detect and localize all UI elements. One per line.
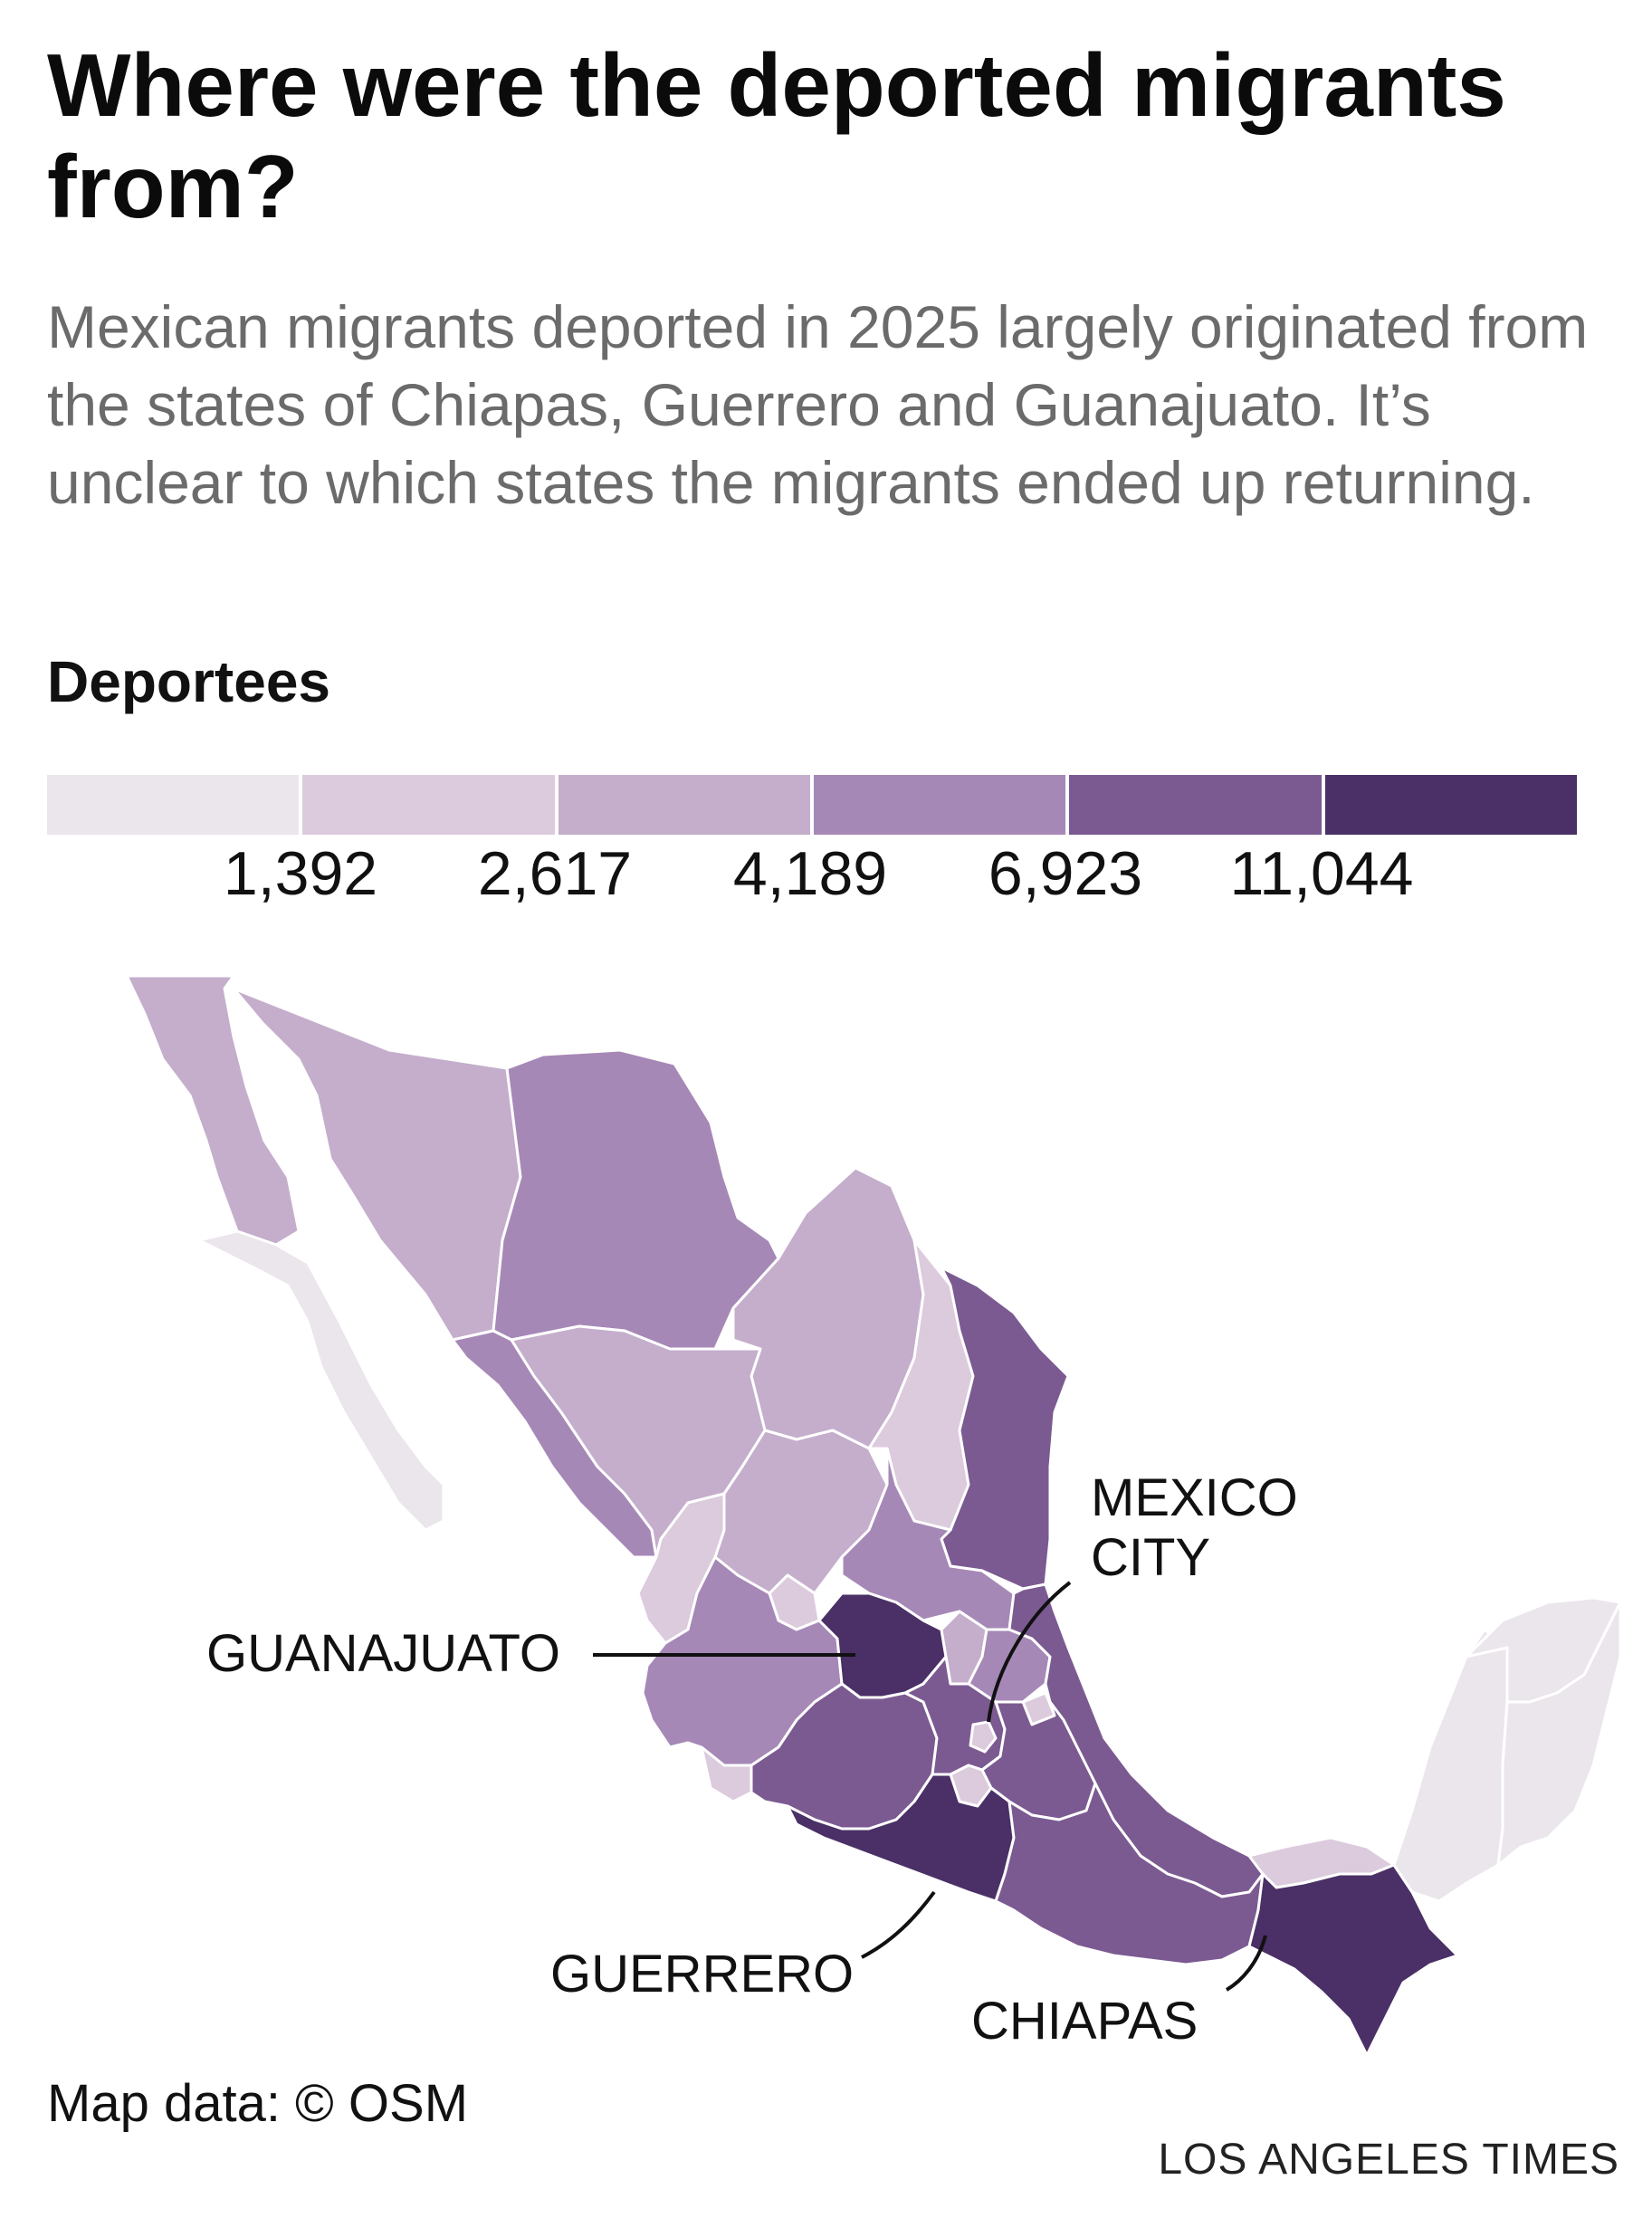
legend-swatch-class-3 — [813, 775, 1070, 835]
guerrero-leader-line — [861, 1890, 936, 1959]
guerrero-label: GUERRERO — [550, 1945, 855, 2003]
chiapas-leader-line — [1225, 1935, 1267, 1992]
guanajuato-label: GUANAJUATO — [206, 1624, 561, 1683]
legend-swatch-class-5 — [1324, 775, 1577, 835]
legend-break-label: 2,617 — [477, 839, 633, 908]
region-quintana-roo — [1496, 1601, 1622, 1867]
legend-title: Deportees — [47, 649, 330, 714]
region-tamaulipas — [940, 1266, 1070, 1591]
map-credit: Map data: © OSM — [47, 2074, 469, 2133]
region-baja-california — [125, 974, 301, 1247]
legend-color-bar — [47, 775, 1577, 835]
legend-swatch-class-0 — [47, 775, 303, 835]
legend-break-label: 1,392 — [223, 839, 378, 908]
region-campeche — [1392, 1628, 1509, 1903]
legend-break-label: 11,044 — [1229, 839, 1414, 908]
mexico-city-leader-line — [987, 1581, 1072, 1723]
region-guerrero — [786, 1773, 1016, 1903]
region-ciudad-de-mexico — [969, 1720, 998, 1754]
region-baja-california-sur — [197, 1229, 445, 1532]
chart-subtitle: Mexican migrants deported in 2025 largel… — [47, 293, 1589, 516]
mexico-choropleth-map — [125, 974, 1622, 2057]
legend-swatch-class-2 — [558, 775, 814, 835]
legend-swatch-class-1 — [302, 775, 559, 835]
chiapas-label: CHIAPAS — [971, 1992, 1198, 2051]
chart-title: Where were the deported migrants from? — [47, 35, 1506, 236]
mexico-city-label: MEXICO CITY — [1091, 1468, 1298, 1588]
legend-swatch-class-4 — [1069, 775, 1325, 835]
mexico-city-label-line2: CITY — [1091, 1528, 1211, 1587]
mexico-city-label-line1: MEXICO — [1091, 1468, 1298, 1527]
legend-break-label: 4,189 — [732, 839, 888, 908]
legend-break-label: 6,923 — [988, 839, 1143, 908]
region-chiapas — [1247, 1863, 1459, 2057]
publisher-logo: LOS ANGELES TIMES — [1158, 2136, 1619, 2184]
